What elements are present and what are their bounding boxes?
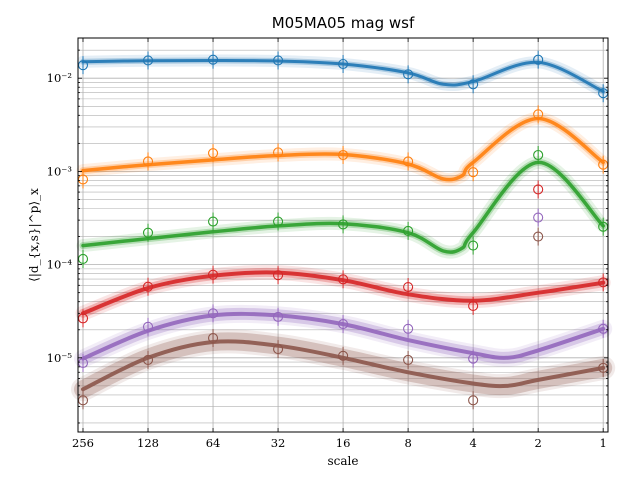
x-tick-label: 128	[137, 436, 159, 450]
data-point	[468, 240, 479, 251]
data-point	[533, 212, 544, 223]
fit-line	[81, 339, 606, 392]
data-point	[403, 281, 414, 293]
data-point	[273, 311, 284, 322]
data-point	[207, 54, 219, 65]
data-point	[403, 323, 414, 334]
data-point	[533, 184, 544, 195]
data-point	[142, 156, 154, 167]
data-point	[273, 270, 284, 281]
data-point	[403, 69, 414, 80]
data-point	[142, 55, 154, 66]
data-point	[533, 231, 544, 242]
fit-line	[81, 58, 605, 93]
data-point	[142, 321, 154, 332]
data-point	[468, 79, 479, 90]
data-point	[468, 353, 479, 364]
data-point	[338, 350, 349, 361]
data-point	[338, 149, 349, 161]
data-point	[403, 156, 414, 167]
data-point	[273, 344, 284, 355]
chart-title: M05MA05 mag wsf	[272, 14, 415, 32]
data-point	[533, 149, 544, 161]
data-point	[468, 167, 479, 178]
data-point	[533, 54, 544, 65]
data-point	[468, 300, 479, 312]
x-tick-label: 8	[404, 436, 411, 450]
data-point	[273, 216, 284, 227]
fit-line	[81, 311, 606, 361]
data-point	[403, 225, 414, 236]
data-point	[273, 147, 284, 158]
data-point	[207, 216, 219, 227]
x-axis-label: scale	[328, 454, 359, 468]
axis-ticks: 256 128 64 32 16 8 4 2 1 10⁻⁵ 10⁻⁴ 10⁻³ 10⁻²	[47, 38, 608, 450]
x-tick-label: 16	[336, 436, 351, 450]
data-point	[338, 319, 349, 330]
data-point	[338, 274, 349, 285]
data-point	[207, 332, 219, 344]
x-tick-label: 1	[600, 436, 607, 450]
data-point	[403, 354, 414, 365]
data-point	[468, 395, 479, 406]
data-point	[207, 148, 219, 159]
data-point	[142, 281, 154, 292]
data-points	[77, 50, 609, 410]
x-tick-label: 4	[469, 436, 476, 450]
data-point	[533, 109, 544, 120]
y-axis-label: ⟨|d_{x,s}|^p⟩_x	[27, 188, 41, 282]
y-tick-label: 10⁻⁴	[47, 258, 73, 272]
x-tick-label: 64	[206, 436, 221, 450]
data-point	[338, 219, 349, 230]
y-tick-label: 10⁻²	[47, 71, 72, 85]
x-tick-label: 256	[72, 436, 94, 450]
data-point	[142, 354, 154, 365]
data-point	[338, 58, 349, 70]
x-tick-label: 32	[271, 436, 286, 450]
data-point	[207, 308, 219, 319]
data-point	[273, 55, 284, 66]
data-point	[142, 227, 154, 238]
fit-bands	[71, 54, 616, 402]
y-tick-label: 10⁻⁵	[47, 351, 73, 365]
x-tick-label: 2	[534, 436, 541, 450]
y-tick-label: 10⁻³	[47, 164, 73, 178]
data-point	[207, 269, 219, 280]
